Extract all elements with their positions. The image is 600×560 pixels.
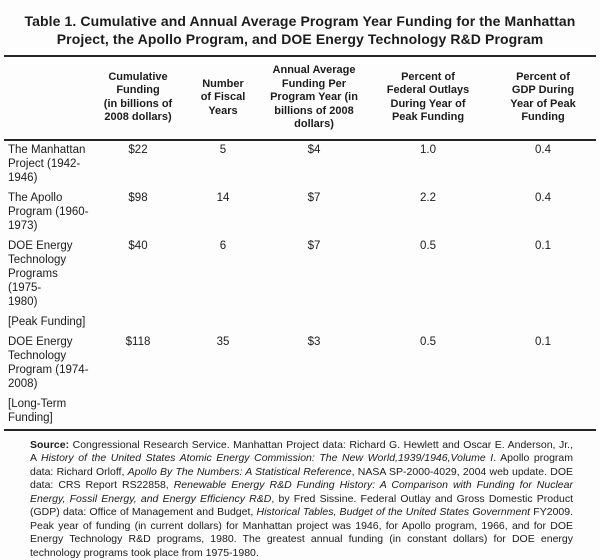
value-cell: $22: [128, 143, 148, 156]
value-cell: 35: [216, 335, 230, 348]
table-row: DOE Energy Technology Programs (1975- 19…: [4, 237, 596, 313]
value-cell: [262, 395, 366, 430]
value-cell: [490, 313, 596, 333]
table-title: Table 1. Cumulative and Annual Average P…: [24, 13, 576, 47]
value-cell: $7: [307, 239, 321, 252]
column-header: Annual Average Funding Per Program Year …: [262, 56, 366, 141]
row-label-cell: [Peak Funding]: [8, 315, 86, 328]
value-cell: 0.1: [535, 239, 551, 252]
value-cell: 0.5: [420, 335, 436, 348]
value-cell: [184, 395, 262, 430]
row-label-cell: DOE Energy Technology Program (1974- 200…: [8, 335, 89, 390]
source-note-segment: . Apollo program data: Richard Orloff,: [30, 452, 573, 478]
table-body: The Manhattan Project (1942- 1946) $22 5 $4…: [4, 140, 596, 430]
source-note-segment: Congressional Research Service. Manhatta…: [30, 438, 573, 465]
value-cell: 0.5: [420, 239, 436, 252]
value-cell: $98: [128, 191, 148, 204]
value-cell: 0.4: [535, 143, 551, 156]
row-label-cell: The Apollo Program (1960- 1973): [8, 191, 89, 232]
source-note-segment: Apollo By The Numbers: A Statistical Ref…: [127, 465, 352, 478]
column-header: Number of Fiscal Years: [184, 56, 262, 141]
source-note-segment: Renewable Energy R&D Funding History: A …: [30, 479, 573, 505]
value-cell: 1.0: [420, 143, 436, 156]
column-header: Percent of GDP During Year of Peak Fundi…: [490, 56, 596, 141]
source-note-segment: History of the United States Atomic Ener…: [41, 452, 494, 464]
source-note-segment: Source:: [30, 438, 70, 451]
source-note-segment: Historical Tables, Budget of the United …: [256, 506, 531, 518]
value-cell: 0.1: [535, 335, 551, 348]
value-cell: [92, 313, 184, 333]
table-row: [Long-Term Funding]: [4, 395, 596, 430]
header-row: Cumulative Funding (in billions of 2008 …: [4, 56, 596, 141]
value-cell: 2.2: [420, 191, 436, 204]
row-label-cell: [Long-Term Funding]: [8, 397, 67, 424]
row-label-cell: DOE Energy Technology Programs (1975- 19…: [8, 239, 73, 308]
column-header: Percent of Federal Outlays During Year o…: [366, 56, 490, 141]
table-row: [Peak Funding]: [4, 313, 596, 333]
row-label-cell: The Manhattan Project (1942- 1946): [8, 143, 86, 184]
value-cell: 0.4: [535, 191, 551, 204]
value-cell: $4: [307, 143, 321, 156]
source-note-segment: FY2009. Peak year of funding (in current…: [30, 506, 574, 559]
program-column-header: [4, 56, 92, 141]
value-cell: [490, 395, 596, 430]
funding-table: Cumulative Funding (in billions of 2008 …: [4, 55, 596, 431]
column-header: Cumulative Funding (in billions of 2008 …: [92, 56, 184, 141]
value-cell: $7: [307, 191, 321, 204]
table-row: DOE Energy Technology Program (1974- 200…: [4, 333, 596, 395]
table-row: The Apollo Program (1960- 1973) $98 14 $7 2.…: [4, 189, 596, 237]
value-cell: $40: [128, 239, 148, 252]
value-cell: [92, 395, 184, 430]
source-note-segment: , by Fred Sissine. Federal Outlay and Gr…: [30, 492, 573, 519]
value-cell: [366, 313, 490, 333]
value-cell: 6: [219, 239, 227, 252]
value-cell: 5: [219, 143, 227, 156]
table-row: The Manhattan Project (1942- 1946) $22 5 $4…: [4, 140, 596, 189]
value-cell: [184, 313, 262, 333]
value-cell: $118: [125, 335, 151, 348]
value-cell: $3: [307, 335, 321, 348]
source-note: Source: Congressional Research Service. …: [30, 439, 573, 560]
value-cell: [262, 313, 366, 333]
value-cell: 14: [216, 191, 230, 204]
value-cell: [366, 395, 490, 430]
source-note-segment: , NASA SP-2000-4029, 2004 web update. DO…: [30, 465, 573, 492]
table-header: Cumulative Funding (in billions of 2008 …: [4, 56, 596, 141]
